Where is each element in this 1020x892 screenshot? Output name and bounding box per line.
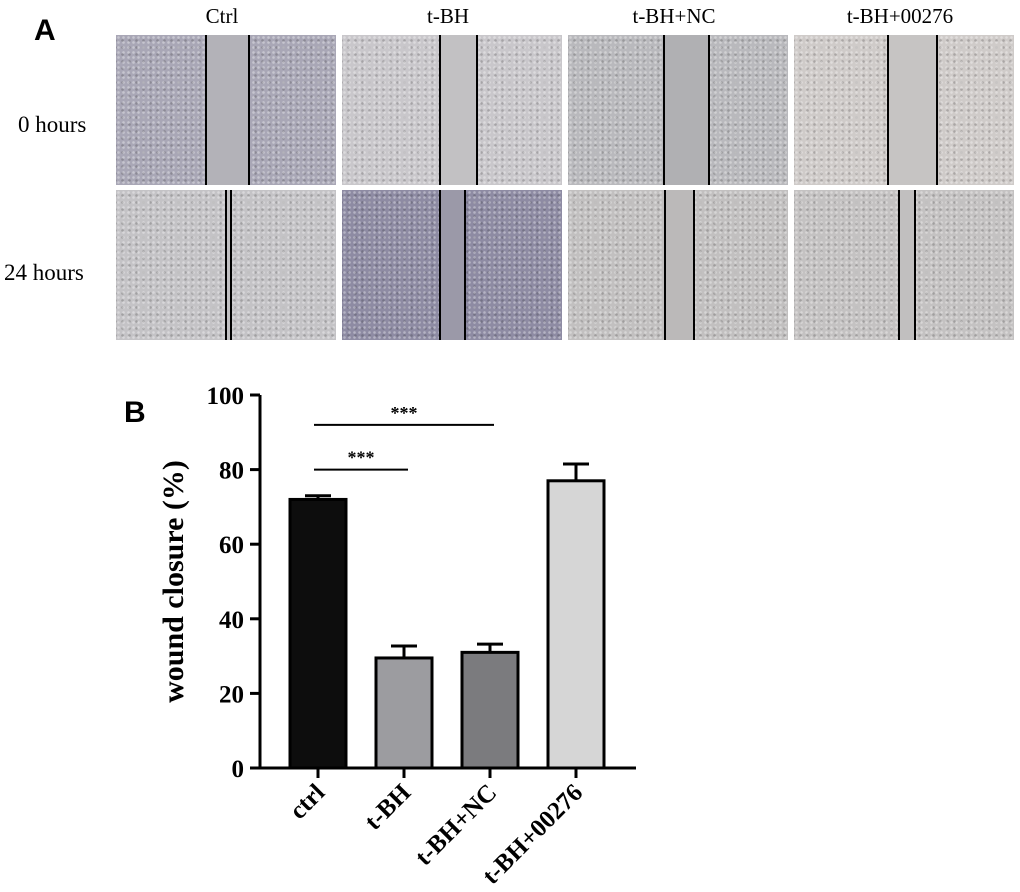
significance-label: *** [391,403,418,423]
micrograph-tbh-00276-24h [794,190,1014,340]
y-tick-label: 40 [219,607,244,634]
bar-t-BH+NC [460,650,520,770]
micrograph-tbh-0h [342,35,562,185]
micrograph-tbh-nc-24h [568,190,788,340]
panel-a-letter: A [34,14,56,47]
row-label-24h: 24 hours [4,260,84,285]
column-label-tbh-00276: t-BH+00276 [846,4,954,28]
column-label-tbh-nc: t-BH+NC [632,4,716,28]
micrograph-tbh-00276-0h [794,35,1014,185]
x-tick-label-t-BH+NC: t-BH+NC [410,779,502,871]
micrograph-tbh-nc-0h [568,35,788,185]
bar-t-BH+00276 [546,479,606,770]
significance-label: *** [348,448,375,468]
column-label-tbh: t-BH [427,4,469,28]
y-tick-label: 80 [219,458,244,485]
panel-b-letter: B [124,396,146,429]
y-tick-label: 0 [232,756,245,783]
micrograph-ctrl-24h [116,190,336,340]
y-tick-label: 60 [219,532,244,559]
x-tick-label-ctrl: ctrl [285,779,331,825]
x-tick-label-t-BH: t-BH [360,779,417,836]
micrograph-ctrl-0h [116,35,336,185]
bar-ctrl [288,497,348,770]
bar-t-BH [374,656,434,770]
column-label-ctrl: Ctrl [205,4,239,28]
micrograph-tbh-24h [342,190,562,340]
y-tick-label: 100 [207,383,245,410]
y-tick-label: 20 [219,681,244,708]
y-axis-label: wound closure (%) [157,460,190,703]
row-label-0h: 0 hours [18,112,87,137]
